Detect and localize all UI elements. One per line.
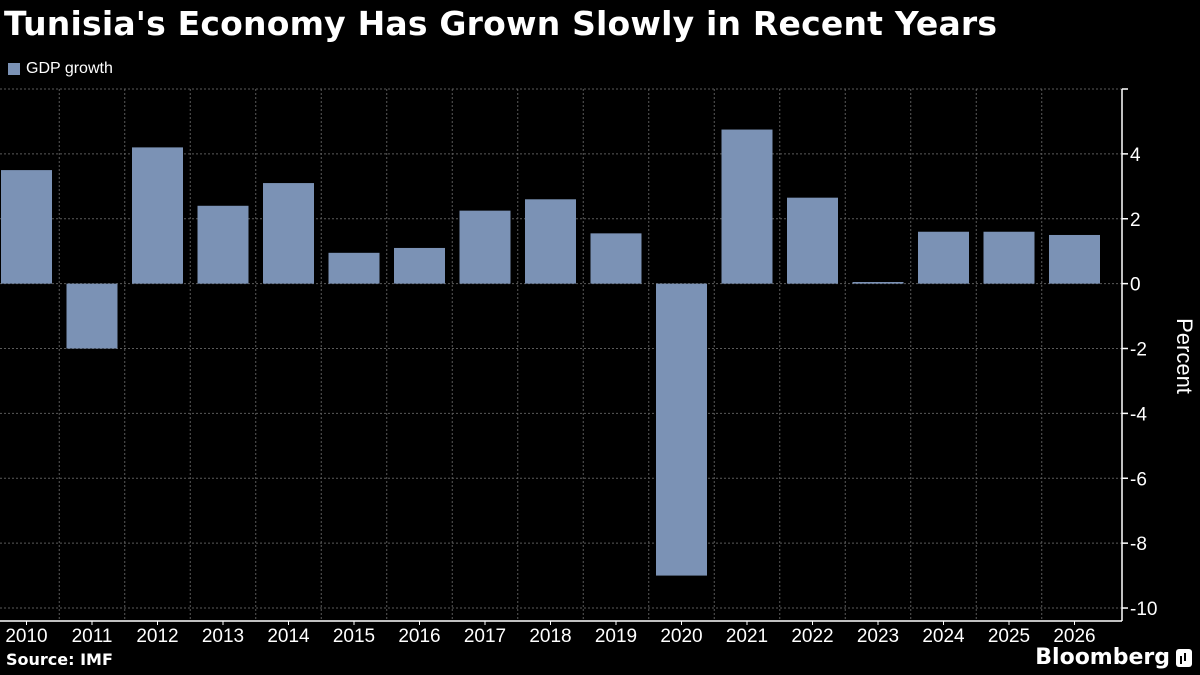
- x-tick-label: 2023: [857, 626, 899, 647]
- x-tick-label: 2015: [333, 626, 375, 647]
- bar-2017: [459, 210, 511, 284]
- bar-2016: [394, 247, 445, 284]
- y-tick-label: 0: [1130, 275, 1141, 296]
- x-tick-label: 2018: [529, 626, 571, 647]
- bar-2019: [590, 233, 642, 284]
- y-tick-label: -4: [1130, 404, 1147, 425]
- y-tick-label: -2: [1130, 340, 1147, 361]
- x-tick-label: 2016: [398, 626, 440, 647]
- y-tick-label: -10: [1130, 599, 1157, 620]
- x-tick-label: 2022: [791, 626, 833, 647]
- bar-2020: [656, 283, 707, 576]
- x-tick-label: 2012: [136, 626, 178, 647]
- bar-2010: [1, 170, 52, 284]
- bar-2026: [1049, 234, 1100, 284]
- brand-logo: Bloomberg: [1035, 645, 1192, 670]
- y-tick-label: 4: [1130, 145, 1141, 166]
- x-tick-label: 2010: [5, 626, 47, 647]
- y-axis-title: Percent: [1172, 318, 1197, 394]
- x-tick-label: 2026: [1053, 626, 1095, 647]
- bar-2012: [132, 147, 183, 284]
- y-tick-label: -6: [1130, 469, 1147, 490]
- legend-label: GDP growth: [26, 60, 113, 77]
- bar-2018: [525, 199, 576, 284]
- brand-name: Bloomberg: [1035, 645, 1170, 670]
- legend-swatch: [8, 63, 20, 75]
- y-tick-label: 2: [1130, 210, 1141, 231]
- x-tick-label: 2024: [922, 626, 965, 647]
- bar-2021: [721, 129, 773, 284]
- bar-2011: [66, 283, 118, 349]
- source-note: Source: IMF: [6, 650, 113, 669]
- bar-2025: [983, 231, 1035, 284]
- bar-2023: [852, 282, 904, 284]
- bar-2013: [197, 205, 249, 284]
- x-tick-label: 2020: [660, 626, 702, 647]
- chart-title: Tunisia's Economy Has Grown Slowly in Re…: [4, 4, 998, 43]
- y-tick-label: -8: [1130, 534, 1147, 555]
- bloomberg-terminal-icon: [1176, 648, 1192, 667]
- bar-2014: [263, 183, 314, 284]
- x-tick-label: 2019: [595, 626, 637, 647]
- x-tick-label: 2011: [72, 626, 113, 647]
- x-tick-label: 2013: [202, 626, 244, 647]
- bar-2022: [787, 197, 838, 284]
- x-tick-label: 2014: [267, 626, 310, 647]
- x-tick-label: 2017: [464, 626, 506, 647]
- x-tick-label: 2021: [726, 626, 768, 647]
- x-tick-label: 2025: [988, 626, 1030, 647]
- legend: GDP growth: [8, 60, 113, 78]
- bar-2015: [328, 252, 380, 284]
- bar-2024: [918, 231, 969, 284]
